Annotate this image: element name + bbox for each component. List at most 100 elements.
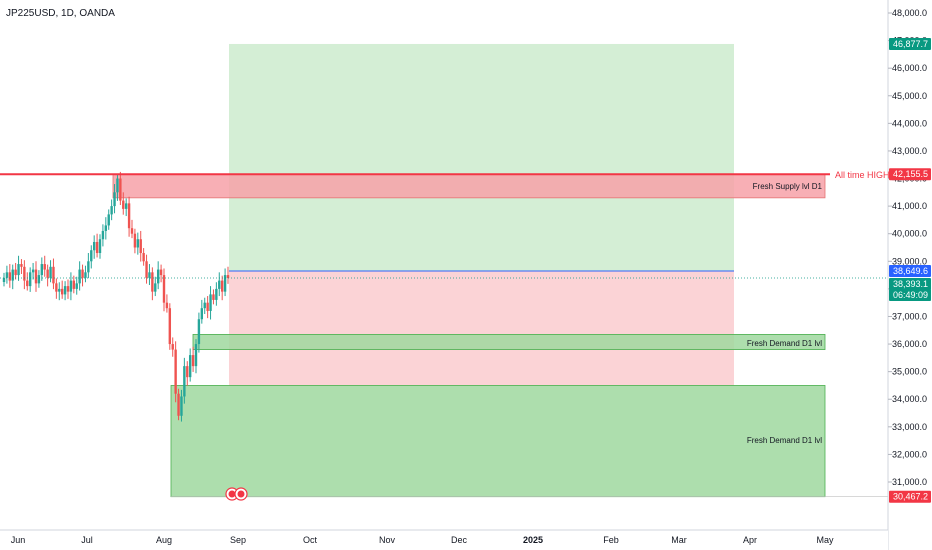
candles-layer: [2, 171, 230, 422]
candle-body: [34, 269, 38, 284]
candle-body: [156, 269, 160, 284]
symbol-title: JP225USD, 1D, OANDA: [6, 8, 115, 19]
candle-body: [130, 228, 134, 234]
candle-body: [28, 272, 32, 287]
candle-body: [60, 288, 64, 295]
zone-1: [192, 334, 826, 350]
price-badge: [889, 168, 931, 181]
price-badge: [889, 490, 931, 503]
x-tick-label: Aug: [156, 535, 172, 545]
candle-body: [49, 266, 52, 278]
price-badge-label: 42,155.5: [893, 169, 928, 179]
candle-body: [113, 192, 116, 207]
price-badge: [889, 288, 931, 301]
candle-body: [14, 269, 17, 276]
price-badges: 46,877.7 42,155.5 38,649.6 38,393.106:49:09…: [889, 37, 931, 503]
us-event-icon[interactable]: [225, 487, 239, 501]
candle-body: [92, 241, 96, 251]
candle-body: [188, 355, 192, 378]
candle-body: [194, 344, 198, 367]
candle-body: [104, 225, 108, 231]
candle-body: [203, 302, 206, 309]
zone-0: [112, 173, 826, 199]
candle-body: [191, 355, 195, 367]
price-badge-label: 30,467.2: [893, 492, 928, 502]
y-tick-label: 48,000.0: [892, 8, 927, 18]
y-tick-label: 39,000.0: [892, 256, 927, 266]
x-tick-label: Nov: [379, 535, 396, 545]
candle-body: [63, 286, 67, 295]
candle-body: [81, 269, 84, 278]
x-tick-label: Jul: [81, 535, 93, 545]
candle-body: [124, 203, 128, 209]
x-tick-label: Sep: [230, 535, 246, 545]
candle-body: [206, 302, 209, 311]
candle-body: [174, 349, 177, 394]
candle-body: [55, 283, 58, 292]
x-tick-label: Apr: [743, 535, 757, 545]
candle-body: [142, 253, 145, 262]
candle-body: [2, 277, 6, 282]
candle-body: [5, 272, 9, 278]
candle-body: [119, 178, 122, 201]
y-tick-label: 31,000.0: [892, 477, 927, 487]
candle-body: [84, 272, 87, 278]
price-badge-label: 46,877.7: [893, 39, 928, 49]
demand-zone-1-label: Fresh Demand D1 lvl: [747, 339, 822, 348]
candle-body: [127, 203, 131, 229]
y-tick-label: 35,000.0: [892, 367, 927, 377]
candle-body: [31, 269, 35, 273]
price-badge-label: 06:49:09: [893, 290, 928, 300]
candle-body: [52, 266, 55, 284]
candle-body: [162, 275, 166, 303]
y-tick-label: 43,000.0: [892, 146, 927, 156]
candle-body: [218, 280, 221, 289]
candle-body: [154, 283, 157, 292]
candle-body: [20, 264, 23, 267]
candle-body: [186, 366, 189, 378]
candle-body: [226, 275, 230, 279]
price-badge: [889, 37, 931, 50]
x-tick-label: Oct: [303, 535, 318, 545]
zones-layer: [112, 43, 826, 498]
time-axis[interactable]: [0, 530, 888, 550]
x-tick-label: Feb: [603, 535, 619, 545]
candle-body: [212, 294, 215, 300]
candle-body: [200, 308, 204, 320]
candle-body: [116, 178, 119, 193]
candle-body: [122, 200, 125, 209]
candle-body: [75, 283, 78, 289]
y-tick-label: 36,000.0: [892, 339, 927, 349]
candle-body: [180, 396, 183, 416]
candle-body: [72, 280, 76, 289]
candle-body: [26, 280, 29, 287]
candle-body: [209, 294, 212, 311]
candle-body: [215, 288, 218, 300]
ath-label: All time HIGH: [835, 170, 890, 180]
candle-body: [136, 239, 140, 248]
y-tick-label: 34,000.0: [892, 394, 927, 404]
x-tick-label: 2025: [523, 535, 543, 545]
price-badge-label: 38,393.1: [893, 279, 928, 289]
y-tick-label: 37,000.0: [892, 311, 927, 321]
y-tick-label: 41,000.0: [892, 201, 927, 211]
target-zone: [229, 43, 734, 271]
price-badge: [889, 277, 931, 290]
candle-body: [159, 269, 163, 276]
candle-body: [183, 366, 186, 397]
candle-body: [110, 206, 113, 215]
stop-zone: [229, 270, 734, 386]
x-tick-label: May: [816, 535, 834, 545]
candle-body: [197, 319, 201, 345]
candle-body: [58, 288, 61, 292]
overlay-layer: [0, 173, 888, 497]
y-tick-label: 40,000.0: [892, 229, 927, 239]
candle-body: [17, 264, 20, 276]
candle-body: [177, 393, 180, 416]
candle-body: [139, 239, 142, 254]
y-tick-label: 44,000.0: [892, 118, 927, 128]
us-event-icon[interactable]: [234, 487, 248, 501]
candle-body: [37, 275, 41, 284]
candle-body: [95, 241, 99, 254]
